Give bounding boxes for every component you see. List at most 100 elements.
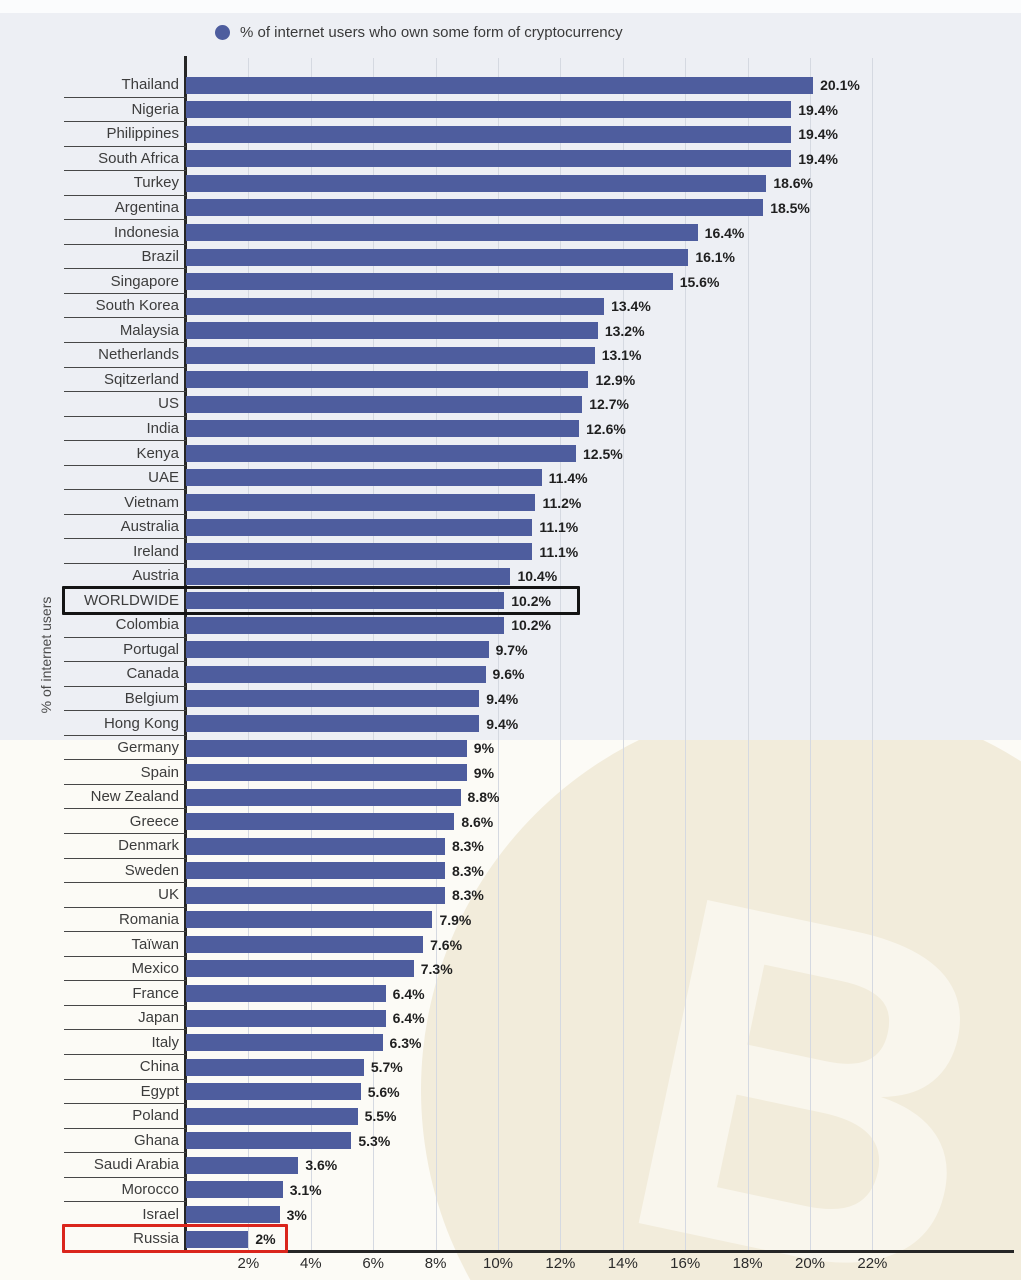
x-tick-label: 16%	[670, 1255, 701, 1272]
category-label: Egypt	[140, 1082, 179, 1100]
category-label: Sweden	[124, 861, 179, 879]
bar-row: India 12.6%	[0, 417, 1021, 442]
bar-row: Romania 7.9%	[0, 908, 1021, 933]
category-label-cell: Austria	[64, 564, 186, 589]
category-label-cell: Brazil	[64, 245, 186, 270]
bar	[186, 223, 698, 241]
category-label: US	[158, 395, 179, 413]
category-label-cell: Israel	[64, 1202, 186, 1227]
category-label-cell: Thailand	[64, 73, 186, 98]
bar	[186, 1230, 249, 1248]
category-label-cell: Singapore	[64, 269, 186, 294]
bar	[186, 322, 598, 340]
x-tick-label: 18%	[732, 1255, 763, 1272]
bar-row: Singapore 15.6%	[0, 269, 1021, 294]
category-label: Thailand	[121, 76, 179, 94]
bar	[186, 739, 467, 757]
value-label: 10.4%	[517, 568, 558, 585]
bar-row: Russia 2%	[0, 1227, 1021, 1252]
x-tick-label: 14%	[607, 1255, 638, 1272]
value-label: 12.9%	[595, 371, 636, 388]
bar-row: Austria 10.4%	[0, 564, 1021, 589]
bar	[186, 346, 595, 364]
bar	[186, 886, 445, 904]
category-label: Australia	[120, 518, 179, 536]
category-label-cell: Argentina	[64, 196, 186, 221]
category-label: New Zealand	[90, 788, 179, 806]
value-label: 10.2%	[511, 617, 551, 634]
value-label: 18.5%	[770, 200, 810, 217]
bar-row: US 12.7%	[0, 392, 1021, 417]
bar	[186, 616, 505, 634]
bar	[186, 395, 583, 413]
value-label: 7.6%	[430, 936, 463, 953]
value-label: 12.5%	[583, 445, 623, 462]
bar-row: Greece 8.6%	[0, 810, 1021, 835]
value-label: 8.3%	[451, 862, 484, 879]
bar	[186, 1107, 358, 1125]
value-label: 7.3%	[420, 961, 453, 978]
category-label: Nigeria	[131, 100, 179, 118]
bar-row: Japan 6.4%	[0, 1006, 1021, 1031]
category-label: Denmark	[118, 837, 179, 855]
category-label: Canada	[126, 665, 179, 683]
bar	[186, 641, 489, 659]
bar	[186, 469, 542, 487]
value-label: 7.9%	[439, 911, 472, 928]
value-label: 3.6%	[305, 1157, 338, 1174]
category-label: Austria	[132, 567, 179, 585]
category-label: Taïwan	[131, 935, 179, 953]
bar-row: Thailand 20.1%	[0, 73, 1021, 98]
category-label-cell: Denmark	[64, 834, 186, 859]
bar-row: Egypt 5.6%	[0, 1080, 1021, 1105]
category-label: Germany	[117, 739, 179, 757]
bar-row: Canada 9.6%	[0, 662, 1021, 687]
category-label: South Africa	[98, 149, 179, 167]
value-label: 20.1%	[820, 77, 860, 94]
bar	[186, 592, 505, 610]
bar-row: Israel 3%	[0, 1202, 1021, 1227]
category-label-cell: South Korea	[64, 294, 186, 319]
bar-row: South Africa 19.4%	[0, 147, 1021, 172]
value-label: 3%	[286, 1206, 307, 1223]
bar	[186, 690, 480, 708]
bar	[186, 101, 792, 119]
value-label: 16.4%	[704, 224, 745, 241]
category-label: Portugal	[123, 640, 179, 658]
bar	[186, 1181, 283, 1199]
category-label-cell: Russia	[64, 1227, 186, 1252]
bar-row: Sweden 8.3%	[0, 859, 1021, 884]
value-label: 9.4%	[486, 691, 519, 708]
value-label: 6.4%	[392, 985, 425, 1002]
category-label: France	[132, 984, 179, 1002]
bar	[186, 862, 445, 880]
value-label: 8.3%	[451, 887, 484, 904]
category-label: Philippines	[106, 125, 179, 143]
category-label: Netherlands	[98, 346, 179, 364]
bar-row: Ireland 11.1%	[0, 539, 1021, 564]
category-label: South Korea	[95, 297, 179, 315]
bar	[186, 813, 455, 831]
bar	[186, 1205, 280, 1223]
value-label: 8.6%	[461, 813, 494, 830]
bar	[186, 1058, 364, 1076]
category-label-cell: Italy	[64, 1030, 186, 1055]
bitcoin-watermark-icon: B	[421, 740, 1021, 1280]
value-label: 3.1%	[289, 1182, 322, 1199]
value-label: 8.3%	[451, 838, 484, 855]
category-label-cell: Morocco	[64, 1178, 186, 1203]
value-label: 19.4%	[798, 126, 838, 143]
value-label: 9.6%	[492, 666, 525, 683]
category-label-cell: US	[64, 392, 186, 417]
bar	[186, 371, 589, 389]
bar-row: New Zealand 8.8%	[0, 785, 1021, 810]
category-label-cell: Ireland	[64, 539, 186, 564]
bar-row: Netherlands 13.1%	[0, 343, 1021, 368]
legend-dot-icon	[215, 25, 230, 40]
category-label: Singapore	[110, 272, 179, 290]
value-label: 9.4%	[486, 715, 519, 732]
value-label: 11.2%	[542, 494, 582, 511]
bar-row: Belgium 9.4%	[0, 687, 1021, 712]
x-tick-label: 20%	[794, 1255, 826, 1272]
bar-row: Australia 11.1%	[0, 515, 1021, 540]
